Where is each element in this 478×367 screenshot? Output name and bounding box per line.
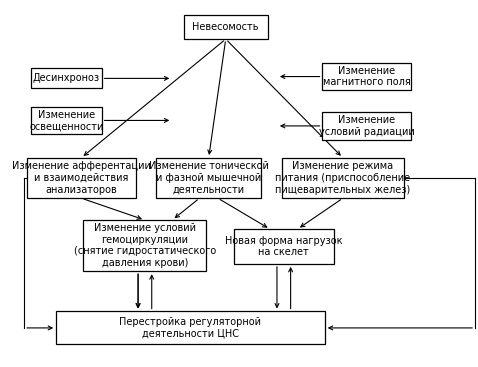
FancyBboxPatch shape [282,158,404,198]
Text: Изменение
условий радиации: Изменение условий радиации [319,115,415,137]
FancyBboxPatch shape [56,312,325,344]
FancyBboxPatch shape [26,158,136,198]
FancyBboxPatch shape [156,158,261,198]
FancyBboxPatch shape [84,220,206,271]
Text: Новая форма нагрузок
на скелет: Новая форма нагрузок на скелет [225,236,343,257]
Text: Изменение режима
питания (приспособление
пищеварительных желез): Изменение режима питания (приспособление… [275,161,411,195]
Text: Изменение
магнитного поля: Изменение магнитного поля [323,66,411,87]
FancyBboxPatch shape [31,68,102,88]
FancyBboxPatch shape [323,63,411,90]
FancyBboxPatch shape [184,15,268,39]
Text: Изменение афферентации
и взаимодействия
анализаторов: Изменение афферентации и взаимодействия … [12,161,151,195]
Text: Перестройка регуляторной
деятельности ЦНС: Перестройка регуляторной деятельности ЦН… [120,317,261,339]
FancyBboxPatch shape [31,107,102,134]
Text: Десинхроноз: Десинхроноз [33,73,100,83]
FancyBboxPatch shape [323,112,411,139]
Text: Невесомость: Невесомость [193,22,259,32]
FancyBboxPatch shape [234,229,334,264]
Text: Изменение тонической
и фазной мышечной
деятельности: Изменение тонической и фазной мышечной д… [149,161,269,195]
Text: Изменение условий
гемоциркуляции
(снятие гидростатического
давления крови): Изменение условий гемоциркуляции (снятие… [74,223,216,268]
Text: Изменение
освещенности: Изменение освещенности [29,110,104,131]
